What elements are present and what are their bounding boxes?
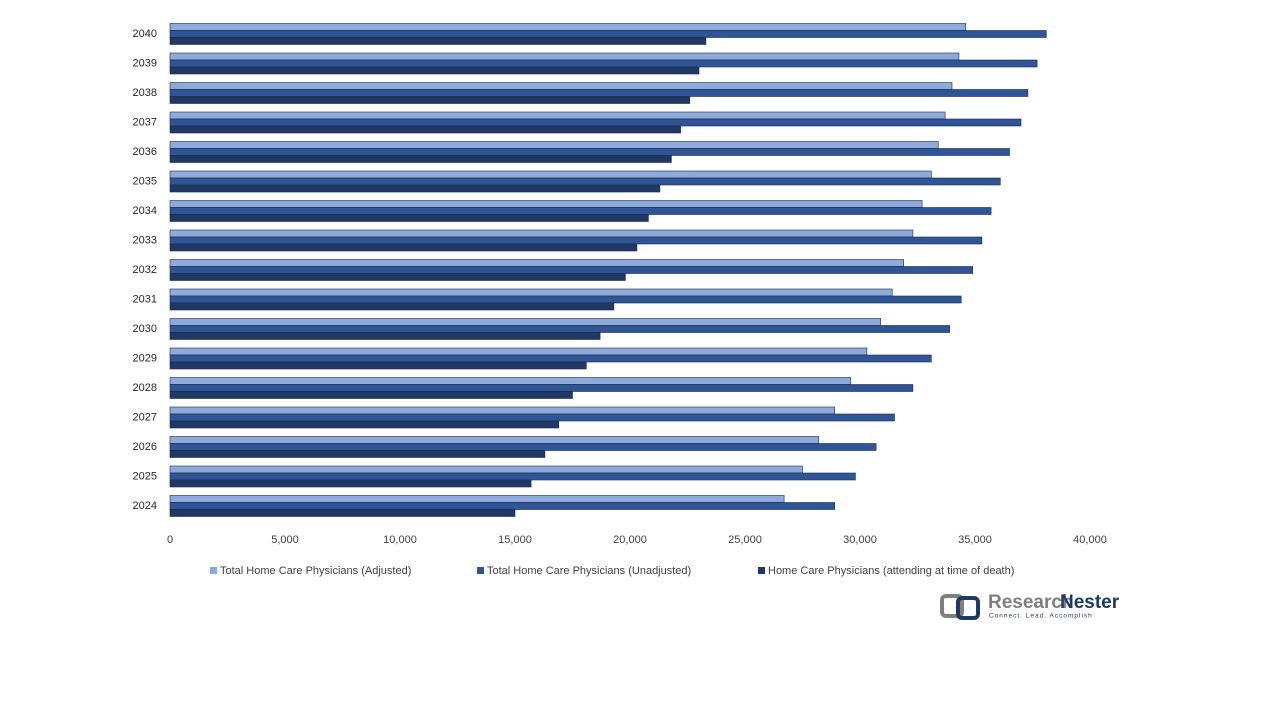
x-tick-label: 30,000 xyxy=(843,534,877,546)
bar xyxy=(169,200,923,208)
bar xyxy=(169,118,1022,127)
y-tick-label: 2034 xyxy=(133,205,157,217)
bar xyxy=(169,170,932,179)
bar xyxy=(169,354,932,363)
x-tick-label: 20,000 xyxy=(613,534,647,546)
bar xyxy=(169,266,974,274)
bar xyxy=(169,465,803,474)
bar xyxy=(169,37,707,45)
bar xyxy=(169,347,868,356)
x-tick-label: 15,000 xyxy=(498,534,532,546)
bar xyxy=(169,472,856,481)
bar xyxy=(169,125,681,134)
bar xyxy=(169,82,953,90)
y-tick-label: 2027 xyxy=(133,411,157,423)
bar xyxy=(169,52,960,61)
bar xyxy=(169,413,895,422)
bar xyxy=(169,214,649,222)
y-tick-label: 2029 xyxy=(133,352,157,364)
y-tick-label: 2038 xyxy=(133,87,157,99)
y-tick-label: 2032 xyxy=(133,264,157,276)
logo-tagline: Connect. Lead. Accomplish xyxy=(989,613,1093,620)
y-tick-label: 2039 xyxy=(133,57,157,69)
bar xyxy=(169,96,691,104)
y-tick-label: 2036 xyxy=(133,146,157,158)
bar xyxy=(169,479,532,488)
bar xyxy=(169,420,560,429)
bar xyxy=(169,207,992,215)
y-tick-label: 2024 xyxy=(133,500,157,512)
y-tick-label: 2033 xyxy=(133,234,157,246)
bar xyxy=(169,509,516,517)
y-tick-label: 2028 xyxy=(133,382,157,394)
x-tick-label: 10,000 xyxy=(383,534,417,546)
bar xyxy=(169,302,615,311)
bar xyxy=(169,502,836,510)
x-tick-label: 5,000 xyxy=(271,534,299,546)
bar xyxy=(169,377,852,385)
legend-label: Total Home Care Physicians (Unadjusted) xyxy=(487,565,691,577)
bar xyxy=(169,391,573,399)
bar xyxy=(169,384,914,392)
y-tick-label: 2035 xyxy=(133,175,157,187)
bar xyxy=(169,89,1029,97)
y-tick-label: 2030 xyxy=(133,323,157,335)
bar xyxy=(169,66,700,75)
logo-icon xyxy=(956,596,980,620)
bar xyxy=(169,155,672,163)
bar xyxy=(169,59,1038,68)
bar xyxy=(169,443,877,451)
bar xyxy=(169,406,836,415)
bar xyxy=(169,177,1001,186)
y-tick-label: 2025 xyxy=(133,470,157,482)
bar xyxy=(169,332,601,340)
logo-text: Research xyxy=(988,592,1074,613)
legend-swatch xyxy=(758,567,765,574)
bar xyxy=(169,111,946,120)
bar xyxy=(169,318,882,326)
bar xyxy=(169,361,587,370)
legend-label: Home Care Physicians (attending at time … xyxy=(768,565,1014,577)
x-tick-label: 25,000 xyxy=(728,534,762,546)
legend-swatch xyxy=(477,567,484,574)
bar xyxy=(169,288,893,297)
bar xyxy=(169,243,638,252)
legend-label: Total Home Care Physicians (Adjusted) xyxy=(220,565,411,577)
bar xyxy=(169,325,951,333)
y-tick-label: 2026 xyxy=(133,441,157,453)
bar xyxy=(169,148,1010,156)
logo: Research Nester Connect. Lead. Accomplis… xyxy=(940,592,1120,620)
bar xyxy=(169,141,939,149)
x-tick-label: 35,000 xyxy=(958,534,992,546)
bar xyxy=(169,184,661,193)
bar xyxy=(169,295,962,304)
x-tick-label: 0 xyxy=(167,534,173,546)
bar xyxy=(169,273,626,281)
bar xyxy=(169,229,914,238)
bar xyxy=(169,236,983,245)
y-tick-label: 2037 xyxy=(133,116,157,128)
bar xyxy=(169,495,785,503)
legend-swatch xyxy=(210,567,217,574)
bar xyxy=(169,30,1047,38)
logo-icon xyxy=(940,594,964,618)
bar xyxy=(169,259,905,267)
x-tick-label: 40,000 xyxy=(1073,534,1107,546)
y-tick-label: 2040 xyxy=(133,28,157,40)
bar xyxy=(169,436,819,444)
y-tick-label: 2031 xyxy=(133,293,157,305)
bar xyxy=(169,23,967,31)
logo-text: Nester xyxy=(1060,592,1120,613)
bar xyxy=(169,450,546,458)
